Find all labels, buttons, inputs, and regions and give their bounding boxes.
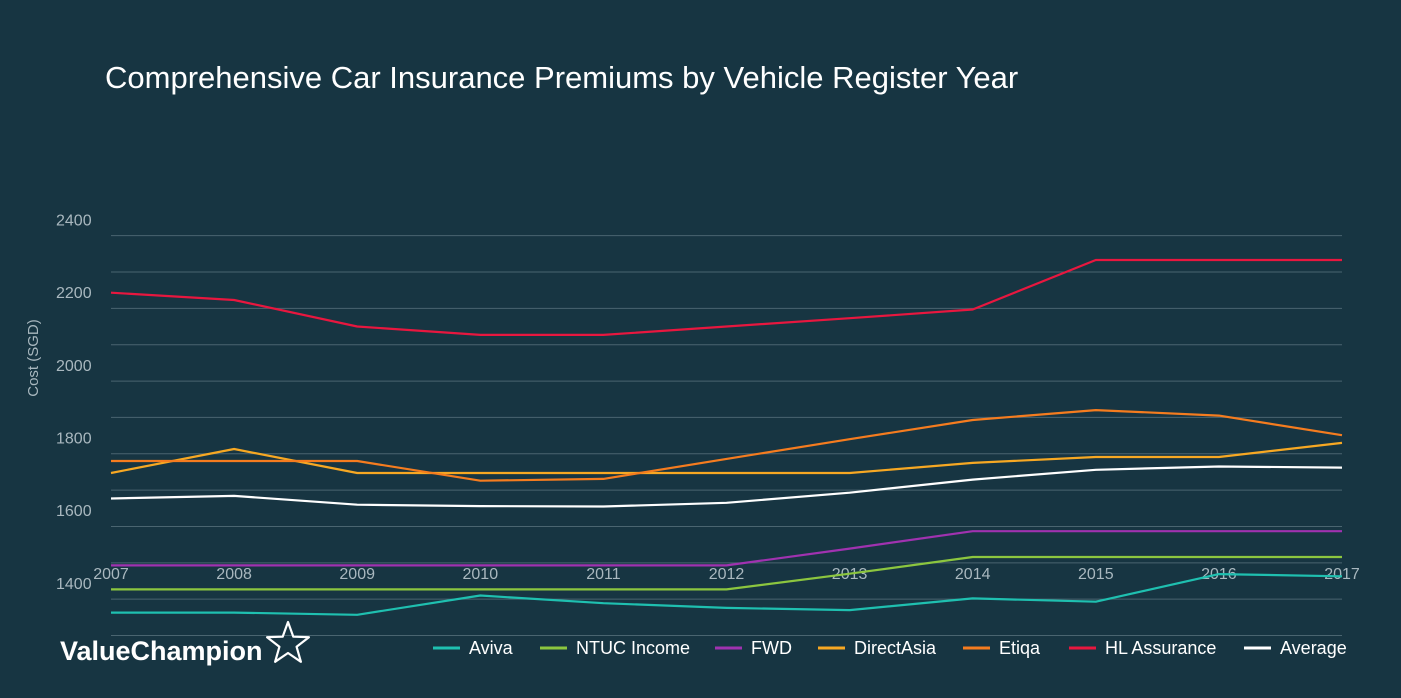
legend-item: Etiqa (963, 638, 1041, 658)
legend-label: NTUC Income (576, 638, 690, 658)
legend-label: FWD (751, 638, 792, 658)
y-tick-label: 2000 (56, 358, 92, 375)
x-tick-label: 2015 (1078, 566, 1114, 583)
x-tick-label: 2017 (1324, 566, 1360, 583)
series-line-etiqa (111, 409, 1343, 482)
legend-label: Aviva (469, 638, 514, 658)
x-tick-label: 2012 (709, 566, 745, 583)
y-tick-label: 2400 (56, 212, 92, 229)
brand-name: ValueChampion (60, 636, 263, 666)
series-lines (110, 258, 1343, 616)
legend: Aviva NTUC Income FWD DirectAsia Etiqa HL Ass… (433, 638, 1347, 658)
x-tick-label: 2009 (339, 566, 375, 583)
y-tick-label: 1800 (56, 431, 92, 448)
x-tick-label: 2008 (216, 566, 252, 583)
x-tick-label: 2007 (93, 566, 129, 583)
series-line-directasia (110, 441, 1343, 475)
series-line-average (110, 465, 1343, 508)
legend-label: Etiqa (999, 638, 1041, 658)
y-tick-label: 1600 (56, 503, 92, 520)
y-tick-label: 2200 (56, 285, 92, 302)
grid (111, 235, 1342, 637)
series-line-ntuc-income (111, 555, 1342, 591)
x-axis-ticks: 2007 2008 2009 2010 2011 2012 2013 2014 2015 2016… (93, 566, 1360, 583)
chart-title: Comprehensive Car Insurance Premiums by … (105, 60, 1018, 95)
legend-item: DirectAsia (818, 638, 937, 658)
series-line-fwd (111, 530, 1342, 567)
x-tick-label: 2014 (955, 566, 991, 583)
star-icon (266, 620, 310, 663)
legend-item: Average (1244, 638, 1347, 658)
legend-label: Average (1280, 638, 1347, 658)
legend-item: NTUC Income (540, 638, 690, 658)
legend-label: DirectAsia (854, 638, 937, 658)
legend-label: HL Assurance (1105, 638, 1216, 658)
y-axis-ticks: 2400 2200 2000 1800 1600 1400 (56, 212, 92, 593)
series-line-hl-assurance (110, 258, 1342, 336)
legend-item: Aviva (433, 638, 514, 658)
y-tick-label: 1400 (56, 576, 92, 593)
brand-logo: ValueChampion (60, 620, 310, 666)
x-tick-label: 2010 (463, 566, 499, 583)
y-axis-label: Cost (SGD) (25, 319, 42, 397)
x-tick-label: 2011 (586, 566, 621, 583)
legend-item: FWD (715, 638, 792, 658)
series-line-aviva (111, 572, 1343, 616)
legend-item: HL Assurance (1069, 638, 1216, 658)
